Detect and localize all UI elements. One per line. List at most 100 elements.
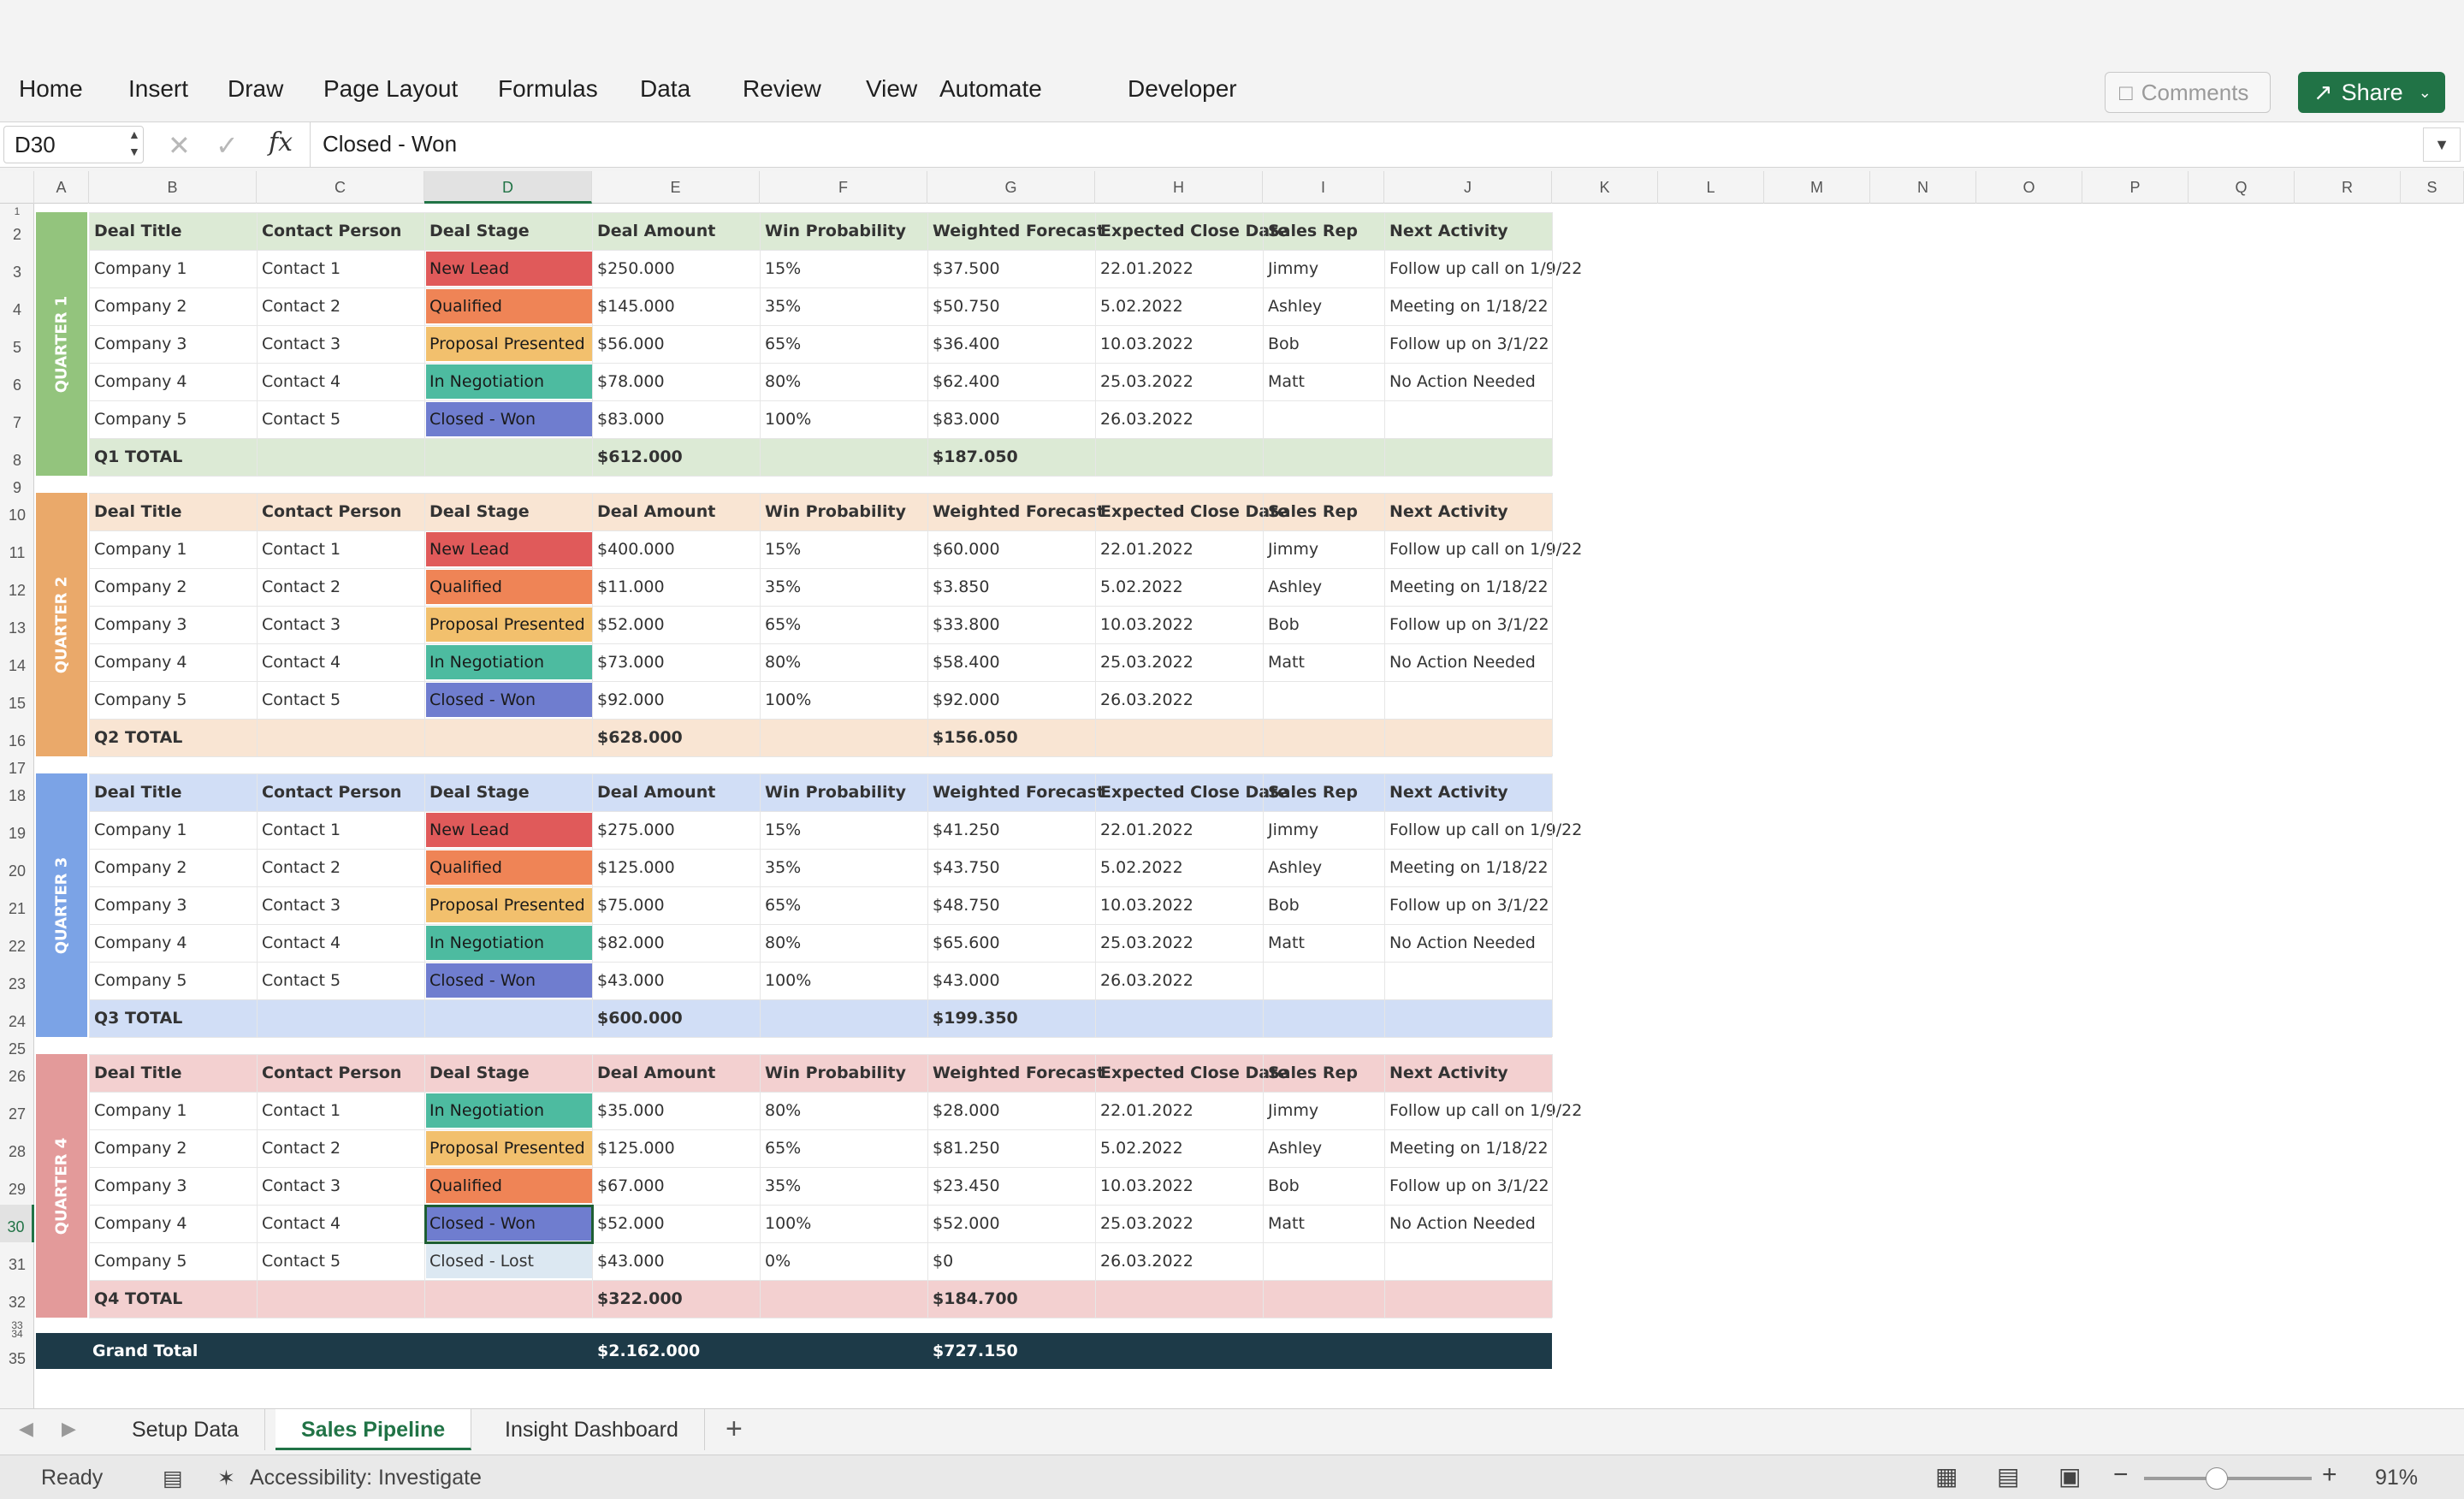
row-header-13[interactable]: 13 bbox=[8, 619, 27, 637]
cell-deal-amount[interactable]: $52.000 bbox=[597, 1214, 665, 1233]
column-header-g[interactable]: G bbox=[927, 171, 1095, 204]
cell-deal-stage[interactable]: Closed - Won bbox=[426, 683, 592, 717]
cell-expected-close-date[interactable]: 26.03.2022 bbox=[1100, 410, 1194, 429]
column-header-l[interactable]: L bbox=[1658, 171, 1764, 204]
zoom-level[interactable]: 91% bbox=[2375, 1466, 2419, 1490]
column-header-j[interactable]: J bbox=[1384, 171, 1552, 204]
cell-deal-amount[interactable]: $125.000 bbox=[597, 858, 675, 877]
cell-expected-close-date[interactable]: 5.02.2022 bbox=[1100, 858, 1183, 877]
header-sales-rep[interactable]: Sales Rep bbox=[1268, 222, 1358, 240]
cell-weighted-forecast[interactable]: $3.850 bbox=[933, 578, 990, 596]
cell-deal-amount[interactable]: $43.000 bbox=[597, 971, 665, 990]
cell-sales-rep[interactable]: Jimmy bbox=[1268, 1101, 1319, 1120]
cell-contact-person[interactable]: Contact 2 bbox=[262, 297, 341, 316]
cell-next-activity[interactable]: Follow up call on 1/9/22 bbox=[1389, 821, 1583, 839]
column-header-n[interactable]: N bbox=[1870, 171, 1976, 204]
cell-deal-amount[interactable]: $11.000 bbox=[597, 578, 665, 596]
header-weighted-forecast[interactable]: Weighted Forecast bbox=[933, 1064, 1105, 1082]
column-header-a[interactable]: A bbox=[34, 171, 89, 204]
ribbon-tab-data[interactable]: Data bbox=[640, 75, 691, 102]
row-header-15[interactable]: 15 bbox=[8, 695, 27, 712]
column-header-s[interactable]: S bbox=[2401, 171, 2464, 204]
cell-next-activity[interactable]: Follow up on 3/1/22 bbox=[1389, 335, 1549, 353]
cell-weighted-forecast[interactable]: $43.000 bbox=[933, 971, 1000, 990]
row-header-2[interactable]: 2 bbox=[12, 226, 21, 243]
cell-deal-title[interactable]: Company 1 bbox=[94, 821, 187, 839]
cell-contact-person[interactable]: Contact 5 bbox=[262, 410, 341, 429]
cell-deal-amount[interactable]: $400.000 bbox=[597, 540, 675, 559]
row-header-31[interactable]: 31 bbox=[8, 1256, 27, 1273]
cell-deal-amount[interactable]: $125.000 bbox=[597, 1139, 675, 1158]
accessibility-icon[interactable]: ✶ bbox=[217, 1466, 235, 1490]
formula-input[interactable]: Closed - Won bbox=[310, 122, 2414, 167]
row-header-17[interactable]: 17 bbox=[8, 760, 27, 777]
row-header-8[interactable]: 8 bbox=[12, 452, 21, 469]
cell-expected-close-date[interactable]: 10.03.2022 bbox=[1100, 615, 1194, 634]
header-deal-title[interactable]: Deal Title bbox=[94, 222, 182, 240]
row-header-30[interactable]: 30 bbox=[0, 1205, 34, 1242]
cell-deal-stage[interactable]: In Negotiation bbox=[426, 364, 592, 399]
next-sheet-icon[interactable]: ▶ bbox=[62, 1418, 76, 1439]
cell-deal-amount[interactable]: $250.000 bbox=[597, 259, 675, 278]
cell-deal-title[interactable]: Company 1 bbox=[94, 259, 187, 278]
header-deal-amount[interactable]: Deal Amount bbox=[597, 502, 716, 521]
cell-sales-rep[interactable]: Ashley bbox=[1268, 578, 1323, 596]
cell-weighted-forecast[interactable]: $0 bbox=[933, 1252, 954, 1271]
cell-deal-stage[interactable]: Closed - Won bbox=[426, 1206, 592, 1241]
cell-expected-close-date[interactable]: 5.02.2022 bbox=[1100, 578, 1183, 596]
cell-win-probability[interactable]: 15% bbox=[765, 259, 802, 278]
cell-sales-rep[interactable]: Ashley bbox=[1268, 1139, 1323, 1158]
cell-weighted-forecast[interactable]: $43.750 bbox=[933, 858, 1000, 877]
cell-next-activity[interactable]: Meeting on 1/18/22 bbox=[1389, 578, 1549, 596]
header-win-probability[interactable]: Win Probability bbox=[765, 502, 906, 521]
cancel-icon[interactable]: ✕ bbox=[168, 130, 191, 161]
total-label[interactable]: Q1 TOTAL bbox=[94, 447, 183, 466]
page-break-view-icon[interactable]: ▣ bbox=[2058, 1463, 2082, 1490]
row-header-26[interactable]: 26 bbox=[8, 1068, 27, 1085]
total-amount[interactable]: $612.000 bbox=[597, 447, 683, 466]
column-header-k[interactable]: K bbox=[1552, 171, 1658, 204]
cell-expected-close-date[interactable]: 10.03.2022 bbox=[1100, 896, 1194, 915]
cell-deal-amount[interactable]: $43.000 bbox=[597, 1252, 665, 1271]
row-header-6[interactable]: 6 bbox=[12, 376, 21, 394]
total-forecast[interactable]: $184.700 bbox=[933, 1289, 1018, 1308]
cell-win-probability[interactable]: 0% bbox=[765, 1252, 791, 1271]
grand-total-label[interactable]: Grand Total bbox=[92, 1342, 198, 1360]
column-header-p[interactable]: P bbox=[2082, 171, 2189, 204]
cell-contact-person[interactable]: Contact 5 bbox=[262, 1252, 341, 1271]
zoom-slider[interactable] bbox=[2144, 1477, 2312, 1480]
column-header-e[interactable]: E bbox=[592, 171, 760, 204]
cell-deal-stage[interactable]: Closed - Lost bbox=[426, 1244, 592, 1278]
select-all-corner[interactable] bbox=[0, 171, 34, 204]
cell-win-probability[interactable]: 15% bbox=[765, 540, 802, 559]
name-box-stepper-icon[interactable]: ▲ ▼ bbox=[128, 127, 140, 158]
header-expected-close-date[interactable]: Expected Close Date bbox=[1100, 222, 1289, 240]
cell-deal-stage[interactable]: In Negotiation bbox=[426, 926, 592, 960]
header-contact-person[interactable]: Contact Person bbox=[262, 783, 402, 802]
header-expected-close-date[interactable]: Expected Close Date bbox=[1100, 783, 1289, 802]
row-header-32[interactable]: 32 bbox=[8, 1294, 27, 1311]
accessibility-status[interactable]: Accessibility: Investigate bbox=[250, 1466, 482, 1490]
cell-deal-title[interactable]: Company 4 bbox=[94, 933, 187, 952]
cell-deal-title[interactable]: Company 4 bbox=[94, 372, 187, 391]
cell-expected-close-date[interactable]: 10.03.2022 bbox=[1100, 1176, 1194, 1195]
cell-win-probability[interactable]: 65% bbox=[765, 615, 802, 634]
row-header-23[interactable]: 23 bbox=[8, 975, 27, 992]
column-header-r[interactable]: R bbox=[2295, 171, 2401, 204]
row-header-5[interactable]: 5 bbox=[12, 339, 21, 356]
grand-total-row[interactable]: Grand Total $2.162.000 $727.150 bbox=[36, 1333, 1552, 1369]
row-header-7[interactable]: 7 bbox=[12, 414, 21, 431]
ribbon-tab-formulas[interactable]: Formulas bbox=[498, 75, 598, 102]
row-header-29[interactable]: 29 bbox=[8, 1181, 27, 1198]
zoom-in-icon[interactable]: + bbox=[2322, 1460, 2337, 1489]
macro-record-icon[interactable]: ▤ bbox=[163, 1466, 183, 1490]
cell-contact-person[interactable]: Contact 1 bbox=[262, 259, 341, 278]
header-weighted-forecast[interactable]: Weighted Forecast bbox=[933, 502, 1105, 521]
row-header-27[interactable]: 27 bbox=[8, 1105, 27, 1123]
cell-expected-close-date[interactable]: 26.03.2022 bbox=[1100, 1252, 1194, 1271]
cell-expected-close-date[interactable]: 25.03.2022 bbox=[1100, 1214, 1194, 1233]
cell-sales-rep[interactable]: Bob bbox=[1268, 335, 1300, 353]
cell-weighted-forecast[interactable]: $50.750 bbox=[933, 297, 1000, 316]
add-sheet-icon[interactable]: + bbox=[726, 1413, 743, 1445]
